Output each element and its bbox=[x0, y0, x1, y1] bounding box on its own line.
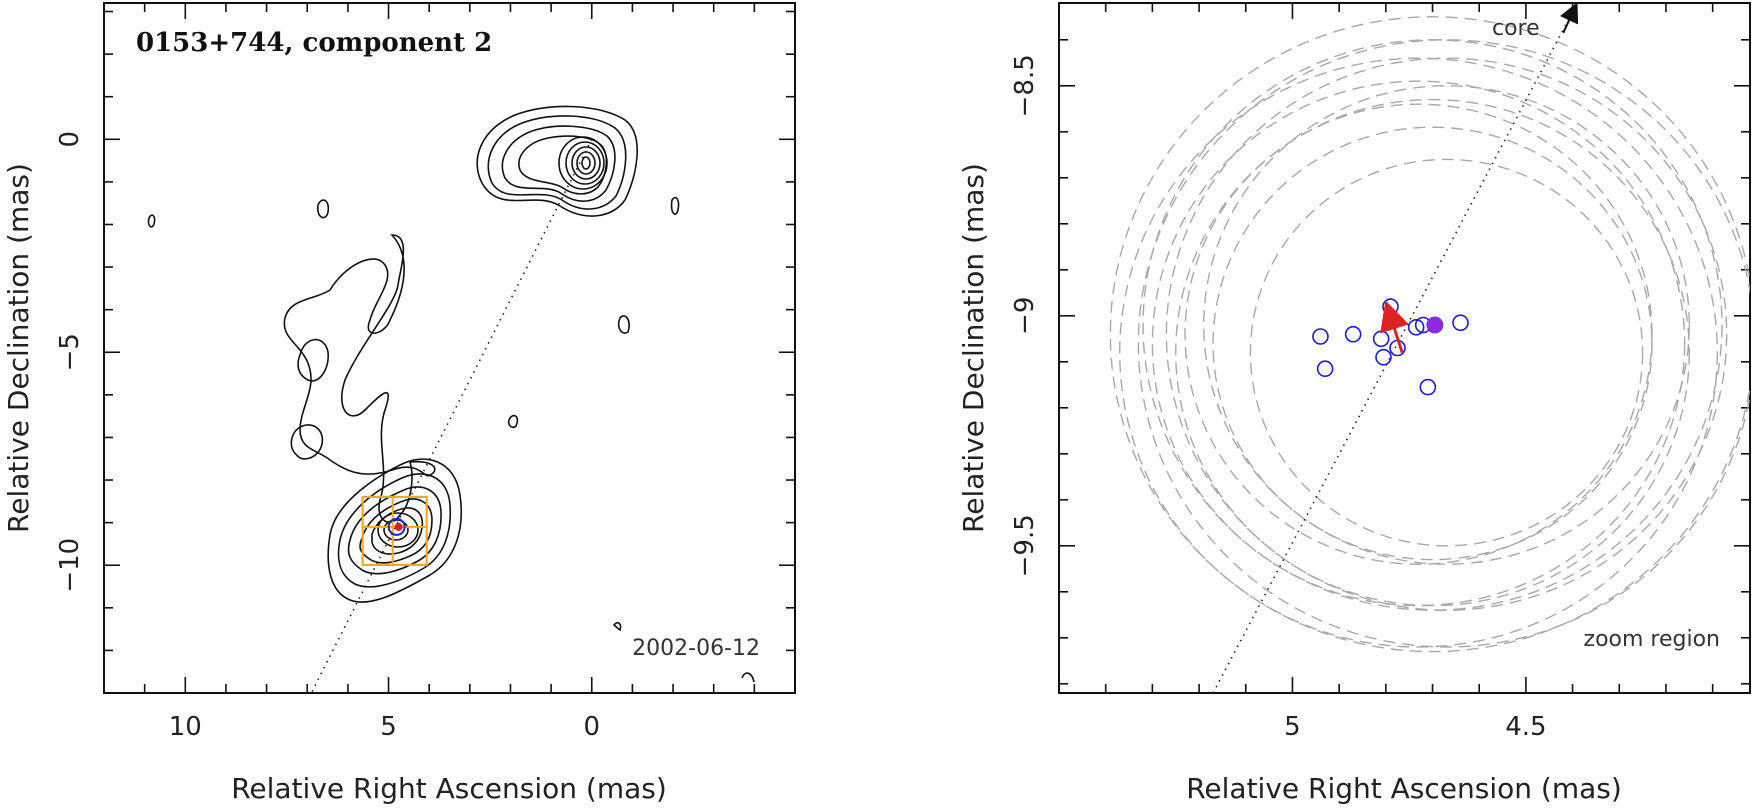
core-contour-3 bbox=[501, 125, 616, 202]
epoch-position-point bbox=[1312, 328, 1329, 345]
right-plot-frame bbox=[1058, 2, 1751, 694]
core-contour-5 bbox=[558, 136, 608, 190]
motion-vector-arrow bbox=[1380, 300, 1409, 354]
uncertainty-circle bbox=[1137, 39, 1750, 648]
left-plot-area bbox=[147, 105, 755, 693]
left-y-axis-label: Relative Declination (mas) bbox=[2, 163, 35, 533]
right-x-axis-label: Relative Right Ascension (mas) bbox=[1186, 772, 1622, 805]
component-position-marker bbox=[387, 517, 406, 536]
right-plot-area bbox=[1109, 3, 1750, 693]
small-blob-5 bbox=[507, 414, 519, 429]
component-contours bbox=[327, 458, 462, 603]
right-x-tick-label: 5 bbox=[1284, 712, 1301, 742]
uncertainty-circle bbox=[1118, 57, 1719, 648]
core-annotation: core bbox=[1492, 16, 1540, 41]
uncertainty-circles bbox=[1109, 16, 1750, 653]
component-markers bbox=[387, 517, 406, 536]
zoom-region-box bbox=[361, 495, 428, 566]
left-y-tick-label: 0 bbox=[55, 131, 85, 148]
small-blob-6 bbox=[612, 622, 622, 632]
uncertainty-circle bbox=[1175, 98, 1691, 607]
left-x-axis-label: Relative Right Ascension (mas) bbox=[231, 772, 667, 805]
core-contour-9 bbox=[581, 156, 591, 170]
left-x-tick-label: 10 bbox=[169, 712, 202, 742]
epoch-position-point bbox=[1372, 330, 1390, 348]
core-contour-2 bbox=[487, 115, 627, 210]
core-contour-1 bbox=[476, 105, 638, 217]
jet-outer-contour bbox=[283, 234, 436, 523]
comp-contour-6 bbox=[377, 512, 419, 548]
comp-contour-3 bbox=[347, 486, 442, 575]
right-y-tick-label: −9 bbox=[1010, 297, 1040, 335]
zoom-region-annotation: zoom region bbox=[1584, 627, 1720, 652]
left-plot-title: 0153+744, component 2 bbox=[136, 28, 492, 58]
epoch-position-point bbox=[1452, 314, 1469, 332]
uncertainty-circle bbox=[1203, 85, 1691, 565]
jet-island-1 bbox=[297, 338, 329, 382]
zoom-box-outline bbox=[361, 495, 428, 566]
jet-contours bbox=[147, 196, 755, 683]
comp-contour-5 bbox=[371, 507, 424, 555]
right-panel: 5 4.5 −8.5 −9 −9.5 core zoom region Relative… bbox=[957, 2, 1751, 805]
epoch-position-point bbox=[1419, 378, 1437, 396]
left-y-tick-label: −5 bbox=[55, 333, 85, 371]
left-panel: 10 5 0 0 −5 −10 bbox=[2, 2, 796, 805]
uncertainty-circle bbox=[1165, 57, 1728, 611]
comp-contour-1 bbox=[327, 458, 462, 603]
left-x-tick-label: 5 bbox=[380, 712, 397, 742]
comp-contour-2 bbox=[337, 473, 452, 588]
right-y-axis-label: Relative Declination (mas) bbox=[957, 163, 990, 533]
uncertainty-circle bbox=[1249, 158, 1644, 547]
left-x-tick-label: 0 bbox=[583, 712, 600, 742]
component-mean-marker bbox=[394, 522, 403, 531]
epoch-positions bbox=[1312, 298, 1469, 396]
uncertainty-circle bbox=[1184, 103, 1653, 565]
small-blob-4 bbox=[617, 315, 630, 334]
epoch-position-point bbox=[1316, 360, 1334, 378]
right-x-tick-label: 4.5 bbox=[1505, 712, 1546, 742]
small-blob-7 bbox=[741, 672, 755, 683]
right-ticks: 5 4.5 −8.5 −9 −9.5 bbox=[1010, 3, 1750, 742]
uncertainty-circle bbox=[1151, 80, 1686, 607]
comp-contour-7 bbox=[383, 519, 409, 541]
mean-position-point bbox=[1426, 316, 1444, 334]
core-contour-7 bbox=[571, 146, 601, 180]
uncertainty-circle bbox=[1109, 16, 1750, 653]
right-y-tick-label: −8.5 bbox=[1010, 54, 1040, 117]
core-direction-arrow bbox=[1559, 3, 1579, 34]
epoch-position-point bbox=[1375, 348, 1392, 366]
left-ticks: 10 5 0 0 −5 −10 bbox=[55, 3, 796, 742]
small-blob-3 bbox=[670, 196, 680, 215]
small-blob-2 bbox=[147, 214, 156, 228]
left-y-tick-label: −10 bbox=[55, 538, 85, 593]
jet-island-2 bbox=[290, 424, 324, 460]
left-plot-frame bbox=[103, 2, 796, 694]
epoch-position-point bbox=[1344, 325, 1362, 343]
core-contour-6 bbox=[565, 141, 605, 185]
observation-date: 2002-06-12 bbox=[632, 636, 760, 661]
core-contours bbox=[476, 105, 638, 217]
right-y-tick-label: −9.5 bbox=[1010, 514, 1040, 577]
core-contour-8 bbox=[576, 151, 596, 175]
small-blob-1 bbox=[316, 199, 330, 219]
jet-axis-line-zoom bbox=[1212, 3, 1578, 693]
